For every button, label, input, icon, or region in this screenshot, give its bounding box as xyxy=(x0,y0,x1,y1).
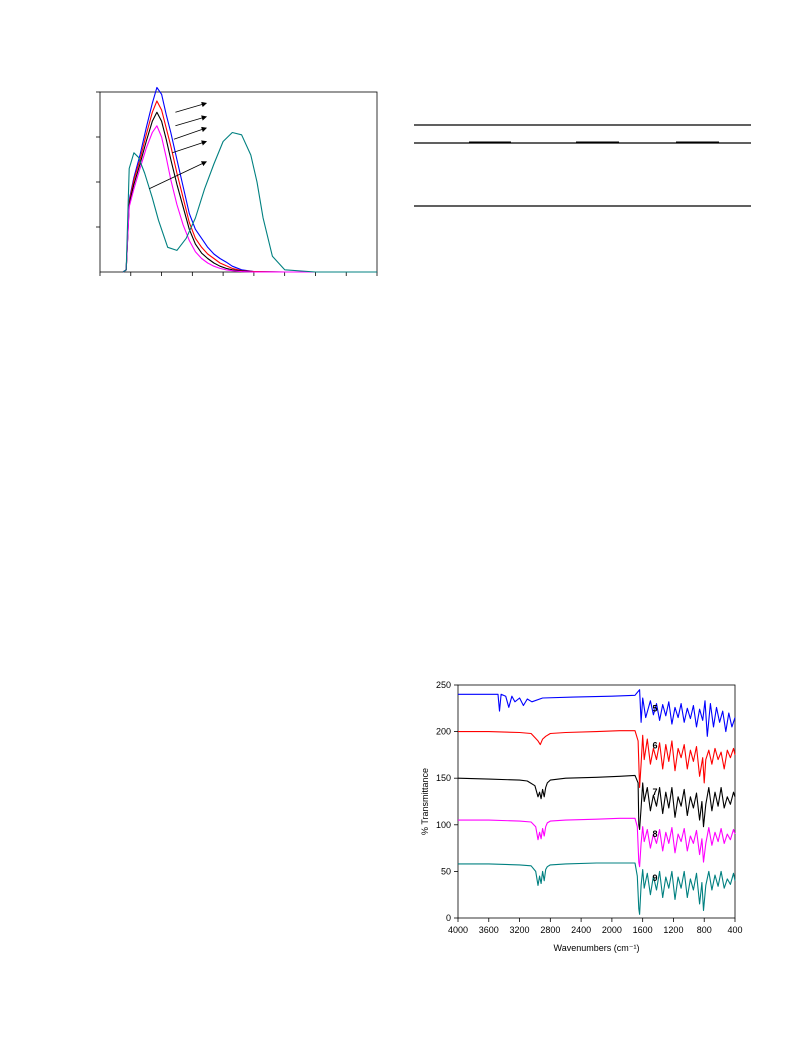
x-tick-label: 400 xyxy=(727,925,742,935)
x-tick-label: 3200 xyxy=(510,925,530,935)
series-line xyxy=(458,862,736,915)
ir-chart-svg: 4000 3600 3200 2800 2400 2000 1600 1200 800 40005… xyxy=(420,680,743,953)
x-tick-label: 1600 xyxy=(633,925,653,935)
series-line xyxy=(458,730,736,789)
y-tick-label: 150 xyxy=(436,773,451,783)
series-line xyxy=(122,100,377,273)
table-rules xyxy=(414,120,754,215)
x-tick-label: 4000 xyxy=(448,925,468,935)
series-label: 8 xyxy=(652,829,657,839)
series-label: 9 xyxy=(652,873,657,883)
plot-frame xyxy=(99,91,378,273)
series-line xyxy=(122,86,377,273)
series-line xyxy=(122,131,377,273)
y-tick-label: 100 xyxy=(436,820,451,830)
x-tick-label: 2000 xyxy=(602,925,622,935)
x-tick-label: 1200 xyxy=(663,925,683,935)
y-axis-title: % Transmittance xyxy=(420,768,430,835)
series-label: 5 xyxy=(652,703,657,713)
annotation-arrow xyxy=(173,126,208,140)
annotation-arrow xyxy=(149,161,207,190)
x-tick-label: 2800 xyxy=(540,925,560,935)
annotation-arrow xyxy=(175,101,208,113)
series-line xyxy=(457,774,736,831)
series-line xyxy=(122,125,377,273)
series-label: 7 xyxy=(652,787,657,797)
annotation-arrow xyxy=(172,140,208,154)
x-tick-label: 3600 xyxy=(479,925,499,935)
ir-spectra-chart: 4000 3600 3200 2800 2400 2000 1600 1200 800 400 0 5… xyxy=(410,670,755,970)
x-axis-title: Wavenumbers (cm⁻¹) xyxy=(554,943,640,953)
y-tick-label: 0 xyxy=(446,913,451,923)
series-line xyxy=(458,817,736,868)
series-label: 6 xyxy=(652,741,657,751)
x-tick-label: 800 xyxy=(697,925,712,935)
uv-chart xyxy=(80,85,390,285)
series-line xyxy=(458,689,736,737)
y-tick-label: 50 xyxy=(441,866,451,876)
plot-frame xyxy=(457,684,736,919)
x-tick-label: 2400 xyxy=(571,925,591,935)
table-rules-svg xyxy=(414,124,751,207)
y-tick-label: 200 xyxy=(436,727,451,737)
uv-chart-svg xyxy=(96,86,378,276)
y-tick-label: 250 xyxy=(436,680,451,690)
annotation-arrow xyxy=(175,115,208,127)
